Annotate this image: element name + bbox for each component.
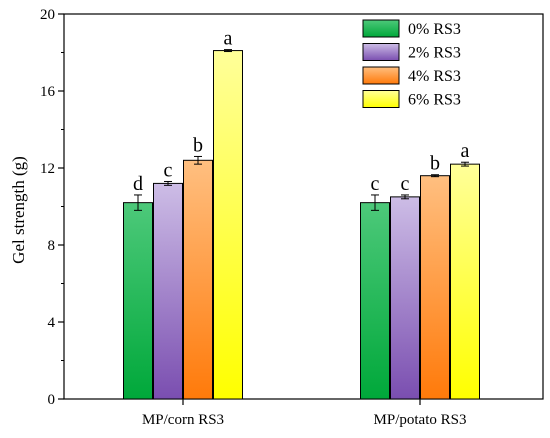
significance-label: d	[133, 173, 143, 195]
legend-swatch	[362, 66, 400, 85]
y-axis-label: Gel strength (g)	[9, 156, 28, 264]
bar	[360, 202, 390, 400]
significance-label: a	[461, 140, 470, 162]
legend-swatch	[362, 90, 400, 108]
legend: 0% RS3 2% RS3 4% RS3 6% RS3	[362, 19, 461, 109]
bar	[153, 182, 183, 400]
x-tick-label: MP/potato RS3	[374, 412, 467, 428]
significance-label: b	[193, 134, 203, 156]
x-axis: MP/corn RS3 MP/potato RS3	[142, 399, 467, 428]
significance-label: c	[164, 159, 173, 181]
y-tick-label: 8	[48, 238, 56, 254]
significance-label: b	[430, 153, 440, 175]
legend-label: 4% RS3	[408, 68, 461, 85]
y-tick-label: 4	[48, 315, 56, 331]
y-tick-label: 16	[40, 84, 56, 100]
y-tick-label: 0	[48, 392, 56, 408]
bar	[450, 163, 480, 400]
legend-label: 6% RS3	[408, 92, 461, 109]
legend-label: 2% RS3	[408, 45, 461, 62]
legend-swatch	[362, 43, 400, 61]
bar	[390, 196, 420, 400]
bar	[183, 159, 213, 400]
y-axis: 0 4 8 12 16 20	[40, 7, 64, 408]
bar	[123, 202, 153, 400]
significance-label: c	[401, 173, 410, 195]
bar	[420, 175, 450, 400]
y-tick-label: 20	[40, 7, 55, 23]
legend-swatch	[362, 19, 400, 38]
significance-label: a	[224, 28, 233, 50]
legend-label: 0% RS3	[408, 21, 461, 38]
bar	[213, 50, 243, 400]
significance-label: c	[371, 173, 380, 195]
x-tick-label: MP/corn RS3	[142, 412, 224, 428]
y-tick-label: 12	[40, 161, 55, 177]
